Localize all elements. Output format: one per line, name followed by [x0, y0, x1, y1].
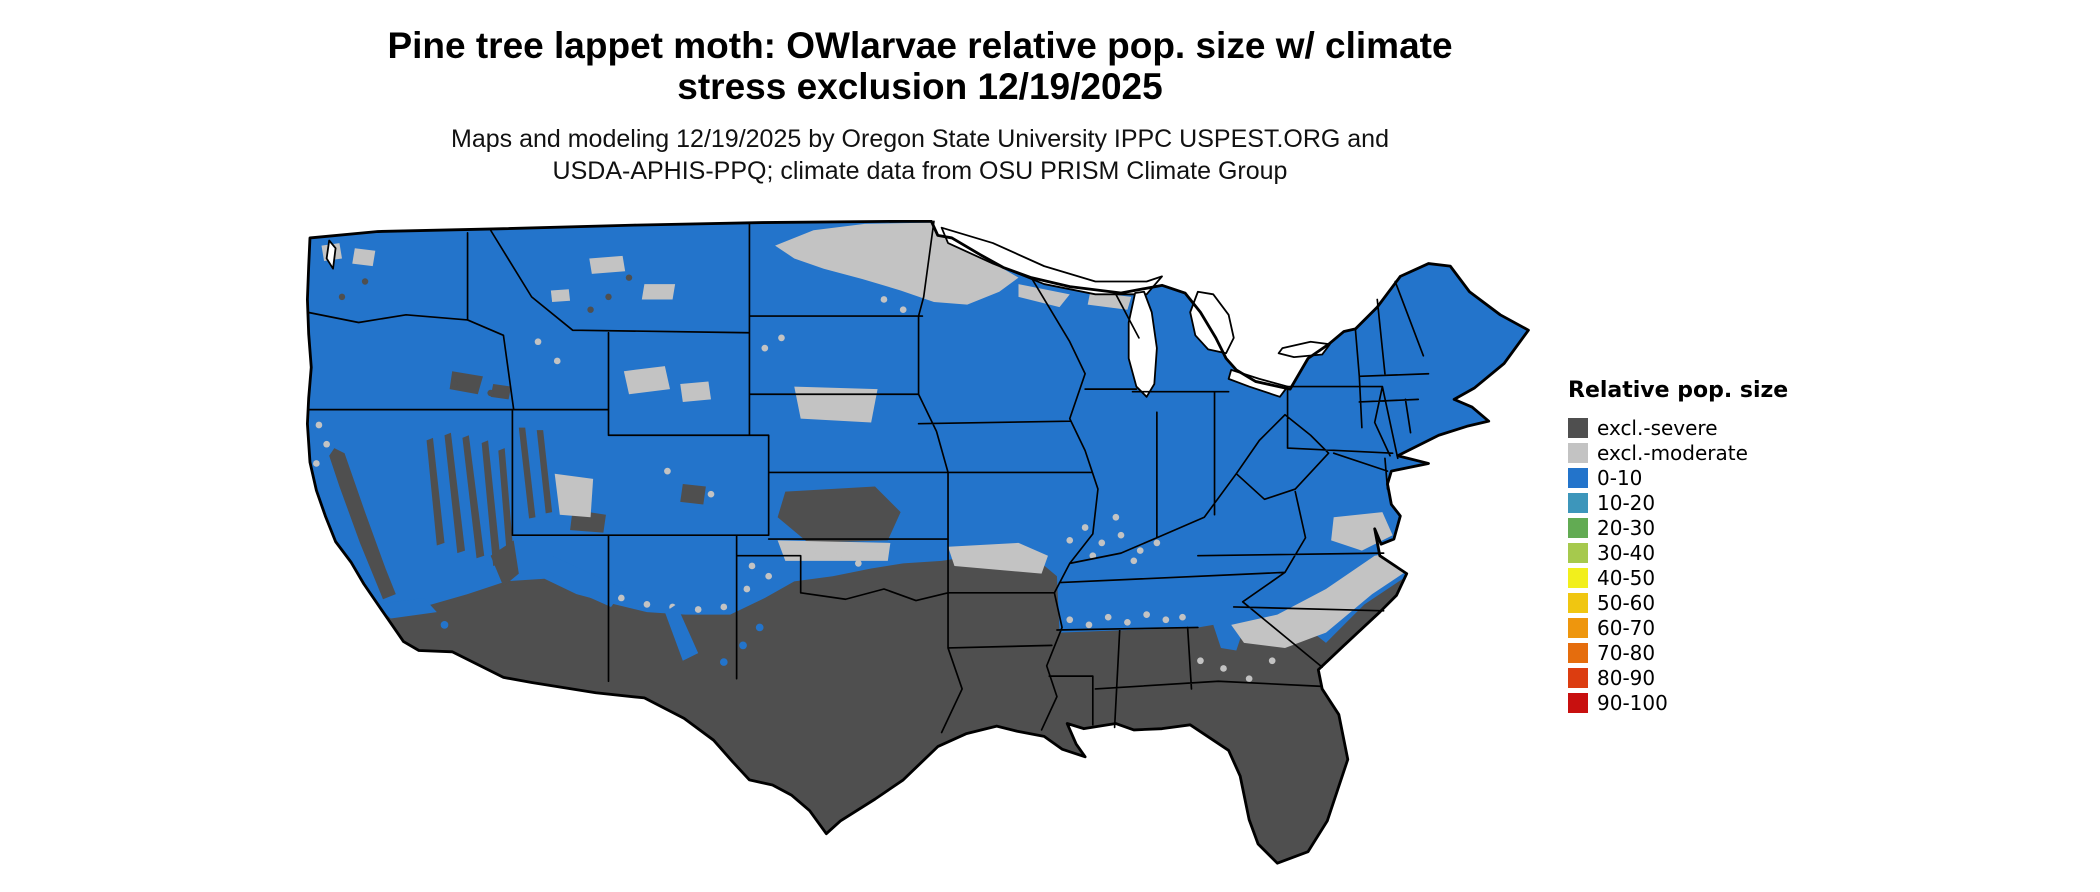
legend-item: 80-90 [1568, 665, 1788, 690]
us-map-container [300, 219, 1532, 876]
legend-item: 90-100 [1568, 690, 1788, 715]
legend-swatch-b40 [1568, 567, 1588, 588]
figure-header: Pine tree lappet moth: OWlarvae relative… [0, 25, 1840, 187]
legend-swatch-b20 [1568, 517, 1588, 538]
legend-label: 90-100 [1597, 690, 1668, 715]
legend: Relative pop. size excl.-severe excl.-mod… [1568, 378, 1788, 715]
legend-swatch-moderate [1568, 442, 1588, 463]
great-lakes [325, 226, 1331, 398]
map-region-low-patches [375, 555, 764, 666]
legend-swatch-b10 [1568, 492, 1588, 513]
legend-item: 60-70 [1568, 615, 1788, 640]
legend-swatch-b30 [1568, 542, 1588, 563]
legend-label: 70-80 [1597, 640, 1656, 665]
legend-title: Relative pop. size [1568, 378, 1789, 403]
us-map [305, 219, 1530, 865]
map-region-moderate [313, 222, 1411, 683]
legend-label: 30-40 [1597, 540, 1656, 565]
figure-subtitle: Maps and modeling 12/19/2025 by Oregon S… [0, 123, 1840, 187]
legend-swatch-b50 [1568, 592, 1588, 613]
legend-item: excl.-moderate [1568, 440, 1788, 465]
legend-label: 10-20 [1597, 490, 1656, 515]
legend-label: 60-70 [1597, 615, 1656, 640]
legend-label: 40-50 [1597, 565, 1656, 590]
legend-item: 40-50 [1568, 565, 1788, 590]
state-boundaries [306, 220, 1430, 734]
puget-sound [325, 239, 337, 270]
lake-huron [1189, 290, 1235, 355]
legend-label: excl.-severe [1597, 415, 1718, 440]
legend-swatch-b60 [1568, 617, 1588, 638]
lake-superior [940, 226, 1163, 296]
legend-item: 70-80 [1568, 640, 1788, 665]
legend-label: 20-30 [1597, 515, 1656, 540]
legend-label: 0-10 [1597, 465, 1643, 490]
page-title-line1: Pine tree lappet moth: OWlarvae relative… [387, 25, 1453, 66]
legend-item: 20-30 [1568, 515, 1788, 540]
legend-label: excl.-moderate [1597, 440, 1748, 465]
legend-swatch-b70 [1568, 642, 1588, 663]
legend-label: 50-60 [1597, 590, 1656, 615]
lake-michigan [1127, 290, 1158, 398]
legend-item: 30-40 [1568, 540, 1788, 565]
subtitle-line1: Maps and modeling 12/19/2025 by Oregon S… [451, 125, 1389, 154]
legend-item: excl.-severe [1568, 415, 1788, 440]
legend-items: excl.-severe excl.-moderate 0-10 10-20 20-30… [1568, 415, 1788, 715]
page-title-line2: stress exclusion 12/19/2025 [677, 65, 1163, 107]
legend-label: 80-90 [1597, 665, 1656, 690]
legend-swatch-b0 [1568, 467, 1588, 488]
legend-swatch-severe [1568, 417, 1588, 438]
legend-item: 10-20 [1568, 490, 1788, 515]
subtitle-line2: USDA-APHIS-PPQ; climate data from OSU PR… [552, 157, 1288, 186]
legend-swatch-b80 [1568, 667, 1588, 688]
legend-item: 0-10 [1568, 465, 1788, 490]
legend-item: 50-60 [1568, 590, 1788, 615]
legend-swatch-b90 [1568, 692, 1588, 713]
